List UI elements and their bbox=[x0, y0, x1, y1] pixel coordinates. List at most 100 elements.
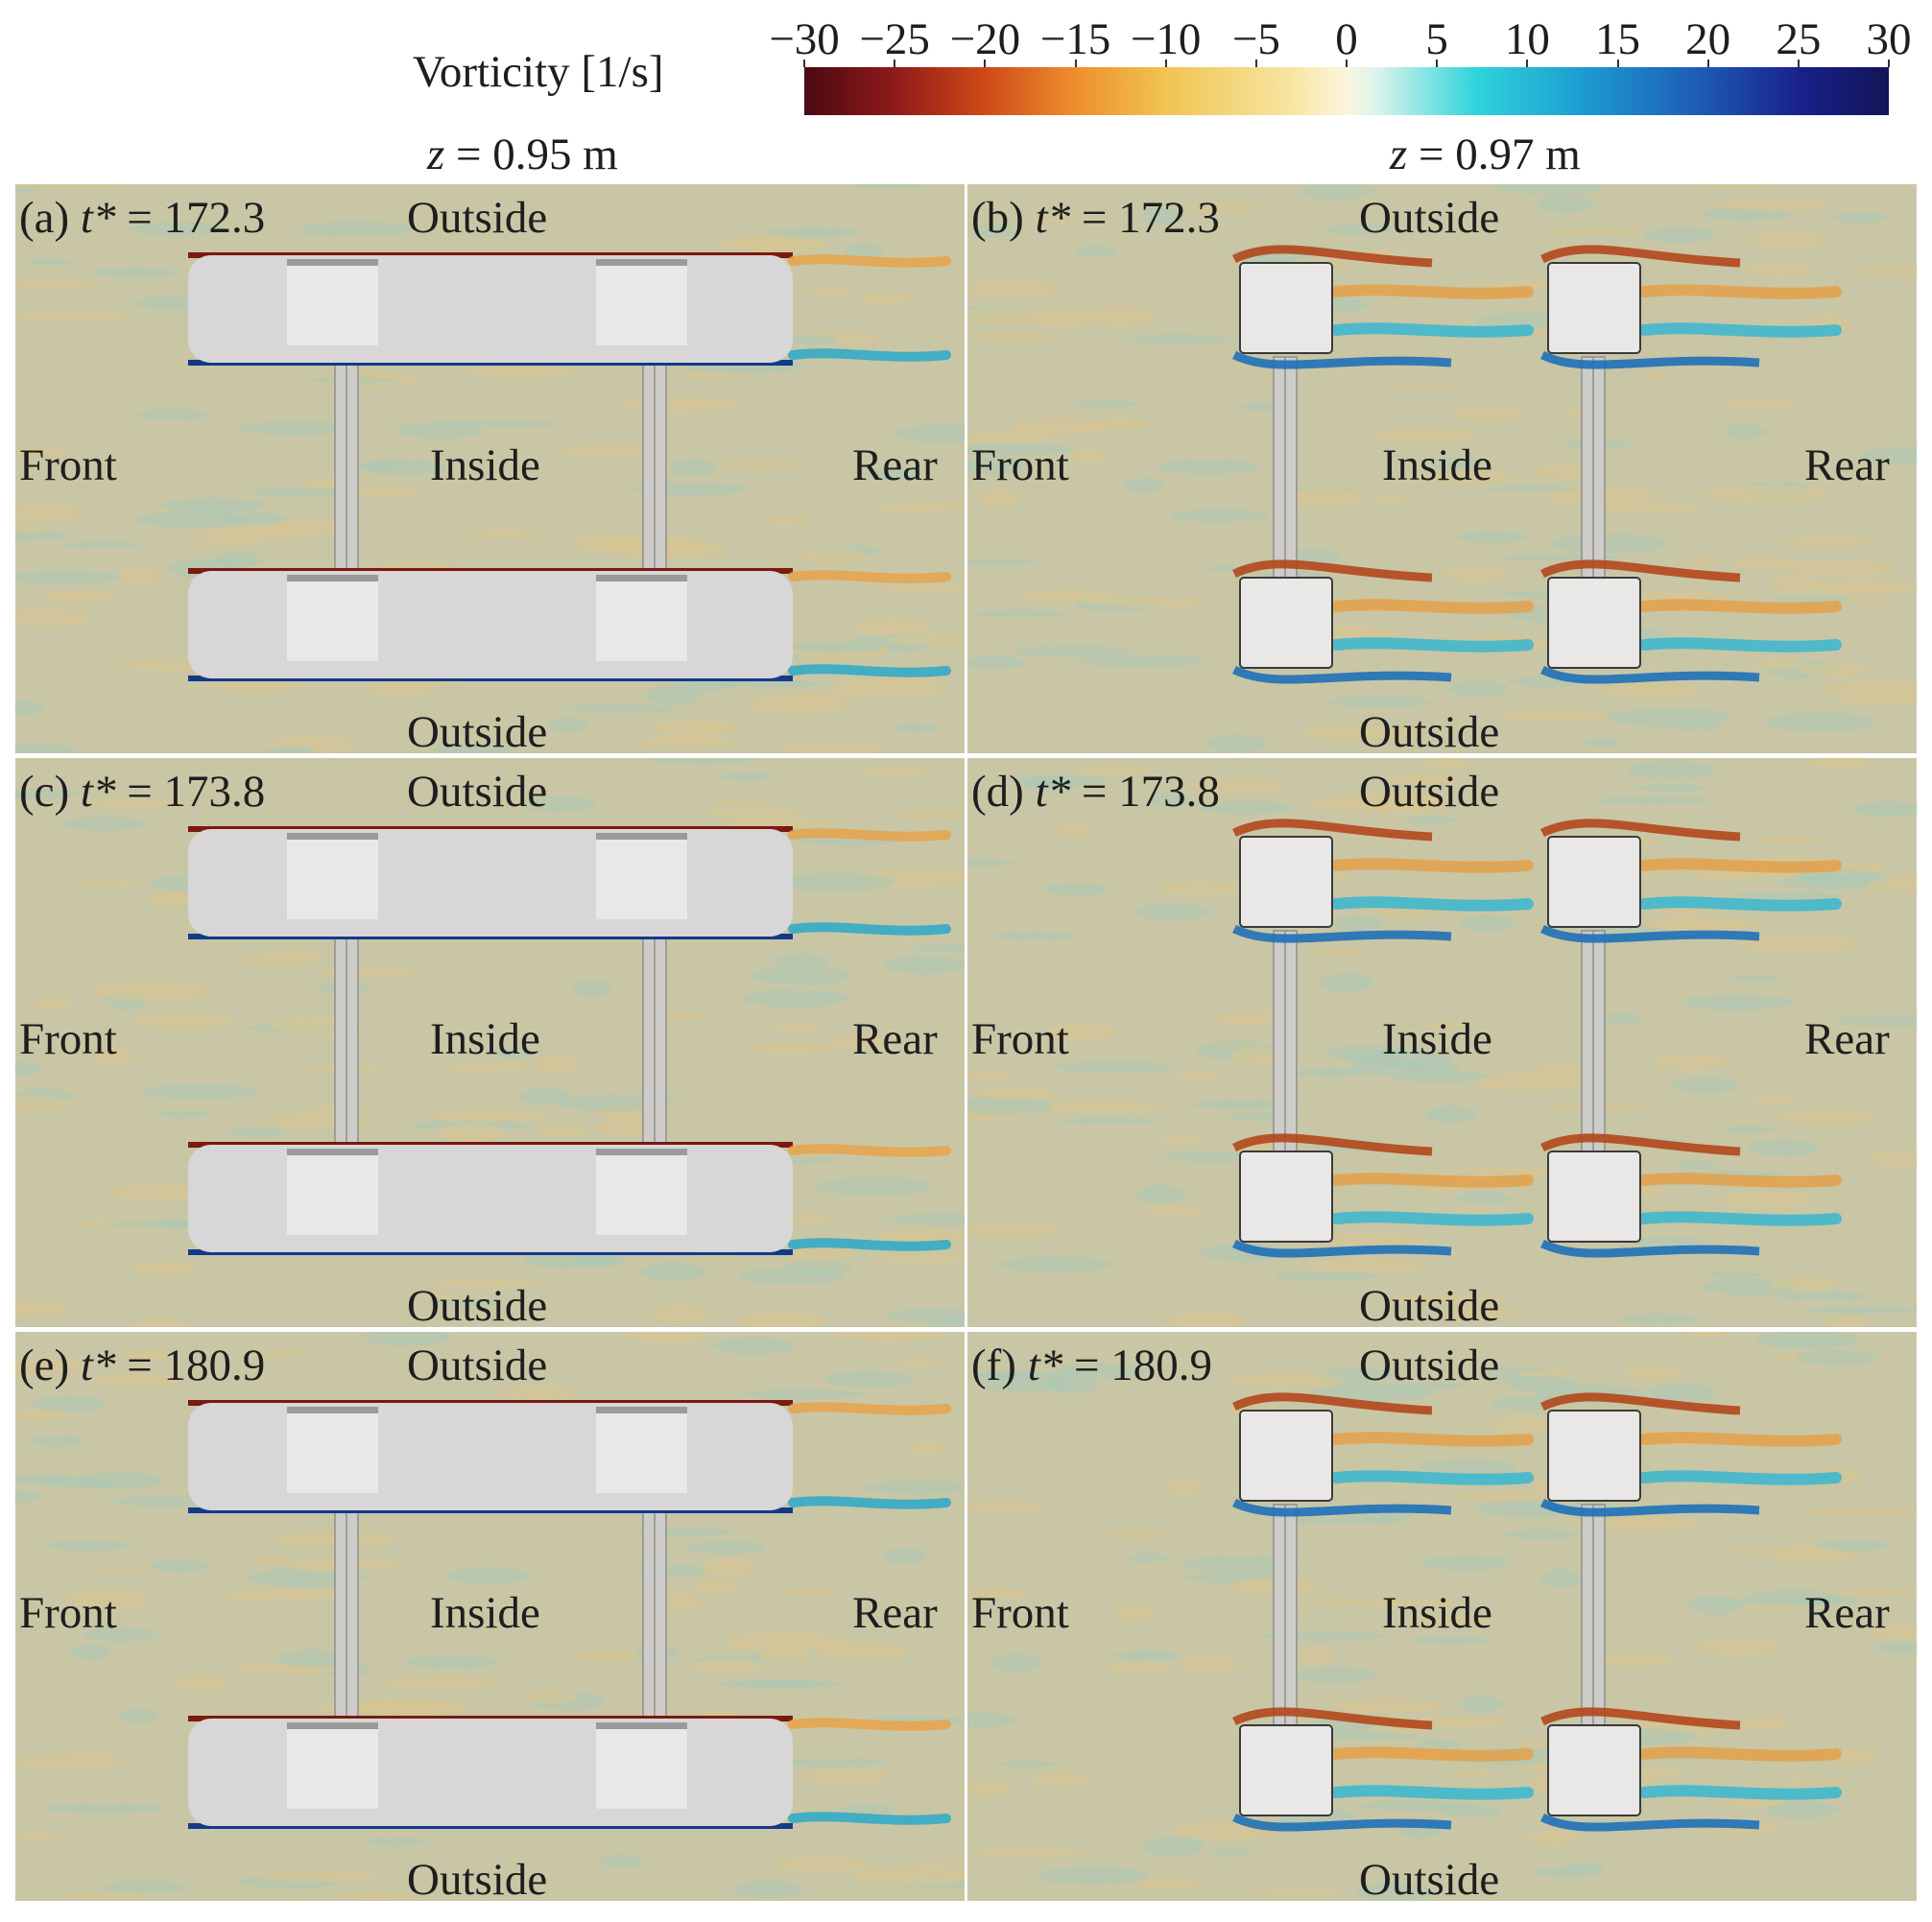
colorbar-tick-mark bbox=[1888, 59, 1890, 67]
vorticity-patch bbox=[969, 1849, 1087, 1857]
vorticity-patch bbox=[1495, 184, 1601, 195]
vorticity-patch bbox=[1419, 758, 1467, 769]
vorticity-patch bbox=[1206, 734, 1268, 752]
vorticity-patch bbox=[118, 1709, 159, 1723]
vorticity-panel-b: (b) t* = 172.3 Outside Outside Inside Fr… bbox=[967, 184, 1917, 753]
vorticity-patch bbox=[700, 1558, 757, 1577]
vorticity-patch bbox=[854, 618, 931, 636]
wheel bbox=[1239, 836, 1333, 928]
wheel-shear-bottom bbox=[1232, 1239, 1452, 1258]
vorticity-patch bbox=[1443, 1305, 1519, 1320]
wake-streak bbox=[1330, 1211, 1534, 1226]
vehicle-body bbox=[188, 1145, 793, 1252]
wheel bbox=[596, 1407, 687, 1493]
vorticity-patch bbox=[714, 797, 777, 804]
panel-time-label: (c) t* = 173.8 bbox=[19, 770, 265, 815]
vorticity-patch bbox=[1716, 1548, 1831, 1555]
panel-time-value: = 173.8 bbox=[115, 767, 266, 817]
vorticity-patch bbox=[528, 1690, 577, 1705]
vorticity-patch bbox=[878, 504, 934, 514]
vorticity-patch bbox=[644, 685, 702, 705]
vorticity-patch bbox=[253, 1350, 306, 1358]
vorticity-patch bbox=[1636, 374, 1678, 381]
vorticity-patch bbox=[712, 1338, 795, 1355]
vorticity-patch bbox=[1815, 1538, 1890, 1552]
vorticity-patch bbox=[780, 743, 886, 753]
vorticity-patch bbox=[651, 758, 754, 766]
vorticity-patch bbox=[715, 679, 824, 687]
wheel bbox=[1547, 262, 1641, 354]
vorticity-patch bbox=[1682, 993, 1794, 1010]
vorticity-patch bbox=[1703, 485, 1826, 503]
inside-label: Inside bbox=[430, 1588, 540, 1638]
vorticity-patch bbox=[627, 1332, 708, 1343]
wheel-shear-top bbox=[1540, 1392, 1741, 1415]
vorticity-patch bbox=[1320, 973, 1374, 992]
front-label: Front bbox=[19, 1014, 117, 1064]
vorticity-patch bbox=[801, 547, 868, 564]
vorticity-patch bbox=[445, 1567, 531, 1584]
vorticity-patch bbox=[16, 1409, 70, 1420]
wheel bbox=[1239, 1410, 1333, 1502]
vorticity-patch bbox=[997, 1256, 1113, 1272]
vorticity-patch bbox=[1302, 724, 1424, 742]
wheel-edge bbox=[287, 575, 378, 581]
wheel-edge bbox=[596, 833, 687, 840]
colorbar-tick-mark bbox=[1706, 59, 1709, 67]
vorticity-patch bbox=[130, 222, 225, 236]
wake-streak bbox=[788, 254, 951, 268]
vorticity-patch bbox=[1460, 914, 1515, 932]
vorticity-patch bbox=[1779, 537, 1877, 548]
vorticity-patch bbox=[15, 1298, 71, 1317]
vorticity-patch bbox=[1748, 1138, 1819, 1156]
wheel bbox=[287, 1149, 378, 1235]
wheel-edge bbox=[596, 1149, 687, 1155]
vorticity-patch bbox=[1419, 1458, 1516, 1477]
vorticity-patch bbox=[1540, 1569, 1581, 1588]
colorbar-tick-label: 25 bbox=[1776, 14, 1822, 64]
vorticity-patch bbox=[519, 1087, 570, 1105]
vorticity-patch bbox=[874, 584, 965, 594]
vorticity-patch bbox=[134, 1012, 232, 1029]
wheel bbox=[596, 259, 687, 345]
vorticity-patch bbox=[999, 1761, 1056, 1768]
panel-time-var: t* bbox=[1035, 193, 1071, 243]
vorticity-patch bbox=[1586, 503, 1703, 511]
vorticity-patch bbox=[250, 1554, 293, 1564]
rear-label: Rear bbox=[1804, 1014, 1890, 1064]
vorticity-patch bbox=[1190, 779, 1289, 793]
vorticity-patch bbox=[1648, 1383, 1717, 1403]
wheel bbox=[596, 575, 687, 661]
vorticity-patch bbox=[1424, 1105, 1478, 1124]
vorticity-patch bbox=[995, 931, 1074, 940]
vorticity-patch bbox=[1688, 1595, 1744, 1615]
vorticity-patch bbox=[17, 1833, 60, 1840]
vorticity-patch bbox=[967, 654, 1024, 671]
vorticity-patch bbox=[1240, 401, 1280, 412]
vorticity-patch bbox=[1574, 1514, 1700, 1533]
vorticity-patch bbox=[1295, 1646, 1335, 1664]
panel-time-value: = 172.3 bbox=[1070, 193, 1220, 243]
vorticity-patch bbox=[967, 1501, 1044, 1513]
wake-streak bbox=[1330, 858, 1534, 873]
vorticity-patch bbox=[771, 953, 830, 968]
vorticity-patch bbox=[1140, 206, 1185, 225]
colorbar-tick-label: 30 bbox=[1866, 14, 1912, 64]
front-label: Front bbox=[19, 440, 117, 490]
vorticity-patch bbox=[1032, 1771, 1090, 1787]
vorticity-patch bbox=[1072, 765, 1153, 774]
vorticity-patch bbox=[1750, 1095, 1799, 1103]
vorticity-panel-e: (e) t* = 180.9 Outside Outside Inside Fr… bbox=[15, 1332, 965, 1901]
vorticity-patch bbox=[991, 1653, 1041, 1673]
vorticity-field bbox=[15, 758, 965, 1327]
vorticity-patch bbox=[1157, 882, 1244, 896]
panel-tag: (f) bbox=[971, 1341, 1028, 1390]
vorticity-patch bbox=[1040, 1100, 1164, 1113]
wake-streak bbox=[788, 1238, 951, 1251]
vorticity-patch bbox=[434, 745, 509, 753]
vorticity-patch bbox=[1200, 801, 1295, 815]
vorticity-patch bbox=[364, 1332, 450, 1346]
vorticity-patch bbox=[374, 1676, 497, 1688]
vorticity-patch bbox=[228, 1127, 286, 1137]
colorbar-tick-mark bbox=[1526, 59, 1529, 67]
